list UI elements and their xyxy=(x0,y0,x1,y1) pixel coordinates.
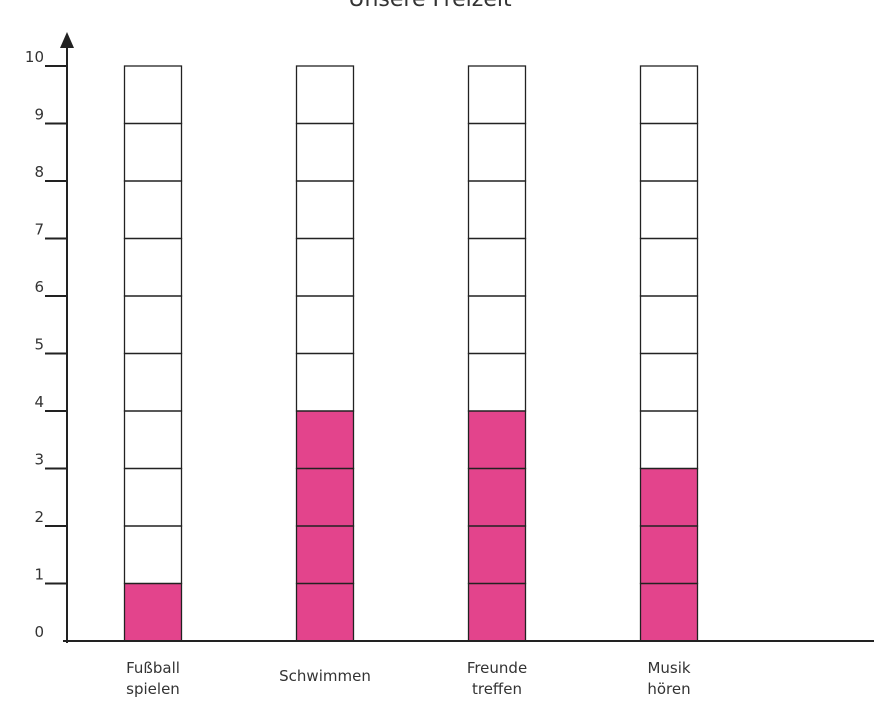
bars-layer xyxy=(123,65,699,642)
bar-cell xyxy=(123,122,183,182)
y-tick-label: 6 xyxy=(34,278,44,296)
bar-cell xyxy=(123,180,183,240)
bar-cell xyxy=(639,237,699,297)
bar-cell xyxy=(295,65,355,125)
y-tick-label: 1 xyxy=(34,566,44,584)
bar-fill xyxy=(640,468,698,641)
bar-cell xyxy=(295,180,355,240)
y-axis-arrow xyxy=(60,32,74,48)
y-tick-label: 8 xyxy=(34,163,44,181)
y-tick-label: 2 xyxy=(34,508,44,526)
bar-cell xyxy=(123,410,183,470)
y-tick-label: 5 xyxy=(34,336,44,354)
bar-cell xyxy=(639,352,699,412)
bar-cell xyxy=(295,122,355,182)
bar-cell xyxy=(639,122,699,182)
category-label: Freunde xyxy=(467,659,527,677)
bar-cell xyxy=(639,180,699,240)
y-tick-label: 10 xyxy=(25,48,44,66)
bar-cell xyxy=(123,65,183,125)
bar-cell xyxy=(467,122,527,182)
bar-cell xyxy=(295,352,355,412)
y-tick-label: 4 xyxy=(34,393,44,411)
chart-title: Unsere Freizeit xyxy=(348,0,512,12)
bar-cell xyxy=(639,65,699,125)
category-label: Fußball xyxy=(126,659,180,677)
bar-cell xyxy=(467,352,527,412)
y-tick-label: 0 xyxy=(34,623,44,641)
bar-cell xyxy=(467,295,527,355)
bar-cell xyxy=(123,467,183,527)
bar-cell xyxy=(295,237,355,297)
y-tick-label: 9 xyxy=(34,106,44,124)
bar-cell xyxy=(295,295,355,355)
bar-cell xyxy=(123,352,183,412)
category-label: Musik xyxy=(647,659,690,677)
bar-cell xyxy=(467,237,527,297)
bar-cell xyxy=(467,180,527,240)
category-label: hören xyxy=(647,680,690,698)
bar-cell xyxy=(123,525,183,585)
labels-layer: Fußball spielen Schwimmen Freunde treffen Mus… xyxy=(25,48,691,698)
category-label: Schwimmen xyxy=(279,667,371,685)
bar-cell xyxy=(123,237,183,297)
bar-cell xyxy=(639,295,699,355)
category-label: treffen xyxy=(472,680,522,698)
bar-fill xyxy=(124,583,182,641)
axis-layer xyxy=(45,32,874,643)
bar-cell xyxy=(467,65,527,125)
bar-cell xyxy=(639,410,699,470)
y-tick-label: 3 xyxy=(34,451,44,469)
category-label: spielen xyxy=(126,680,180,698)
y-tick-label: 7 xyxy=(34,221,44,239)
bar-cell xyxy=(123,295,183,355)
